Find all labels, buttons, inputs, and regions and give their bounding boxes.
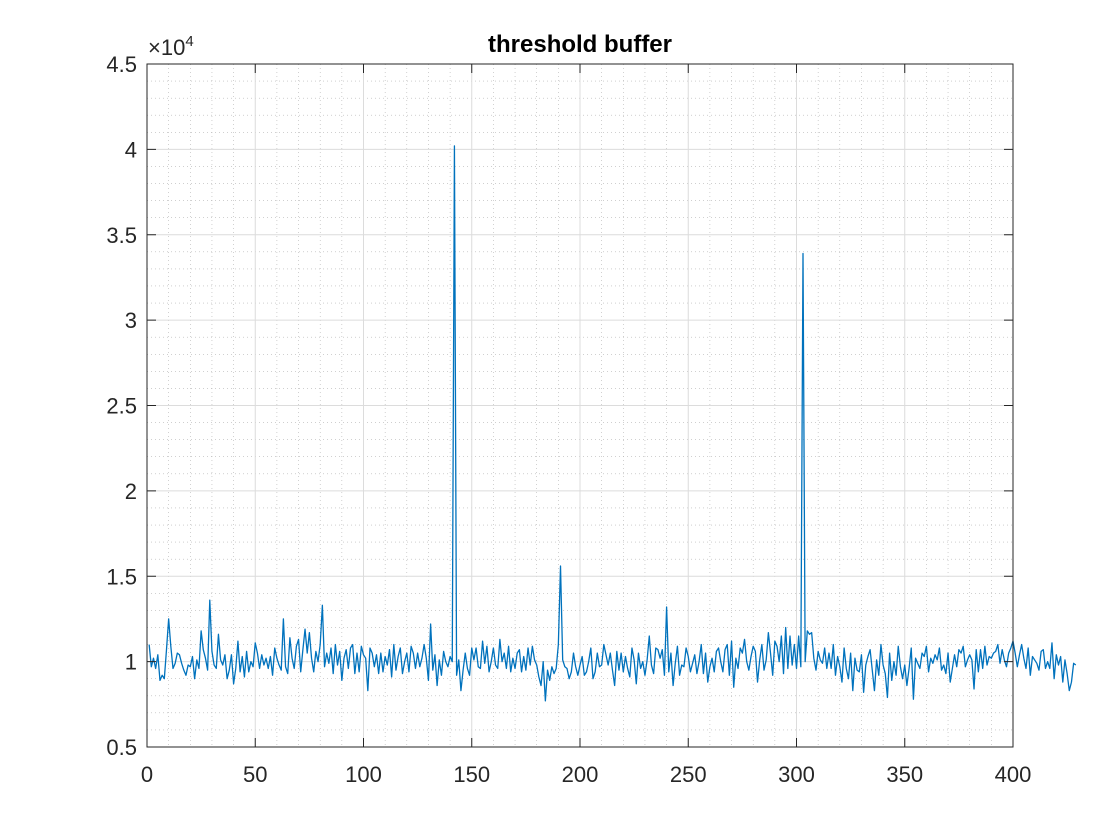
y-tick-label: 3 xyxy=(125,308,137,333)
series-line xyxy=(148,145,1077,702)
x-tick-label: 400 xyxy=(995,762,1032,787)
y-tick-label: 0.5 xyxy=(106,735,137,760)
axis-ticks xyxy=(146,63,1014,748)
x-tick-label: 350 xyxy=(886,762,923,787)
x-tick-label: 300 xyxy=(778,762,815,787)
chart-title: threshold buffer xyxy=(488,31,672,58)
y-tick-label: 1.5 xyxy=(106,564,137,589)
x-tick-label: 50 xyxy=(243,762,267,787)
x-tick-label: 200 xyxy=(562,762,599,787)
x-axis-tick-labels: 0 50 100 150 200 250 300 350 400 xyxy=(141,762,1031,787)
y-tick-label: 1 xyxy=(125,650,137,675)
y-tick-label: 4.5 xyxy=(106,52,137,77)
x-tick-label: 0 xyxy=(141,762,153,787)
y-tick-label: 3.5 xyxy=(106,223,137,248)
x-tick-label: 250 xyxy=(670,762,707,787)
major-grid xyxy=(147,64,1013,747)
y-axis-exponent-power: 4 xyxy=(185,33,193,50)
x-tick-label: 100 xyxy=(345,762,382,787)
y-tick-label: 2.5 xyxy=(106,394,137,419)
y-axis-exponent-label: ×104 xyxy=(148,33,194,60)
y-axis-tick-labels: 0.5 1 1.5 2 2.5 3 3.5 4 4.5 xyxy=(106,52,137,760)
x-tick-label: 150 xyxy=(453,762,490,787)
y-axis-exponent-base: ×10 xyxy=(148,35,185,60)
y-tick-label: 2 xyxy=(125,479,137,504)
y-tick-label: 4 xyxy=(125,137,137,162)
